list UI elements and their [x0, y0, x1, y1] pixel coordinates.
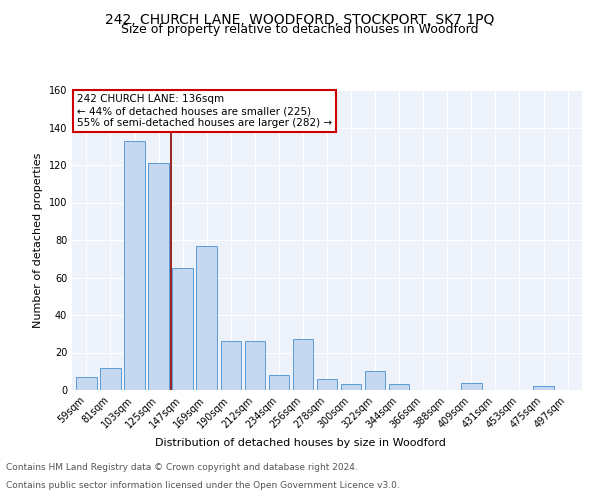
Bar	[533, 386, 554, 390]
Text: Contains public sector information licensed under the Open Government Licence v3: Contains public sector information licen…	[6, 481, 400, 490]
Text: Contains HM Land Registry data © Crown copyright and database right 2024.: Contains HM Land Registry data © Crown c…	[6, 464, 358, 472]
Bar	[196, 246, 217, 390]
Text: 242 CHURCH LANE: 136sqm
← 44% of detached houses are smaller (225)
55% of semi-d: 242 CHURCH LANE: 136sqm ← 44% of detache…	[77, 94, 332, 128]
Bar	[76, 377, 97, 390]
Bar	[269, 375, 289, 390]
Text: 242, CHURCH LANE, WOODFORD, STOCKPORT, SK7 1PQ: 242, CHURCH LANE, WOODFORD, STOCKPORT, S…	[106, 12, 494, 26]
Text: Distribution of detached houses by size in Woodford: Distribution of detached houses by size …	[155, 438, 445, 448]
Bar	[461, 382, 482, 390]
Bar	[172, 268, 193, 390]
Bar	[100, 368, 121, 390]
Bar	[221, 341, 241, 390]
Bar	[148, 163, 169, 390]
Bar	[245, 341, 265, 390]
Bar	[317, 379, 337, 390]
Bar	[389, 384, 409, 390]
Bar	[341, 384, 361, 390]
Bar	[293, 340, 313, 390]
Bar	[365, 371, 385, 390]
Text: Size of property relative to detached houses in Woodford: Size of property relative to detached ho…	[121, 22, 479, 36]
Y-axis label: Number of detached properties: Number of detached properties	[33, 152, 43, 328]
Bar	[124, 140, 145, 390]
